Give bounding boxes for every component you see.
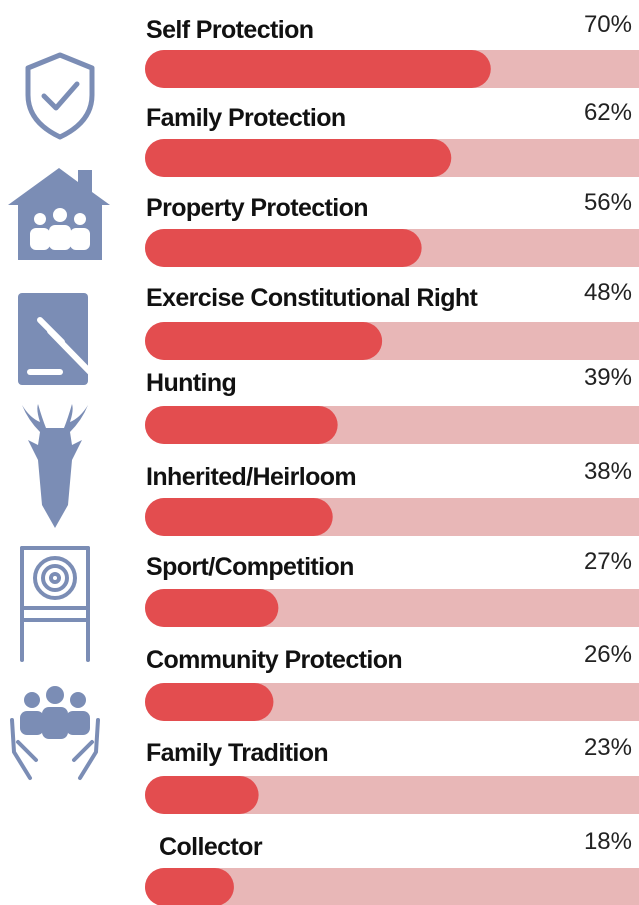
- bar: [145, 139, 452, 177]
- book-icon: [18, 293, 88, 385]
- value-label: 70%: [584, 11, 632, 38]
- category-label: Sport/Competition: [146, 553, 354, 581]
- value-label: 26%: [584, 641, 632, 668]
- icons: [8, 52, 110, 780]
- shield-icon: [25, 52, 95, 140]
- value-label: 39%: [584, 364, 632, 391]
- category-label: Community Protection: [146, 646, 402, 674]
- category-label: Self Protection: [146, 16, 313, 44]
- value-label: 23%: [584, 734, 632, 761]
- bar: [145, 683, 274, 721]
- bar: [145, 868, 234, 905]
- community-icon: [10, 686, 100, 780]
- category-label: Inherited/Heirloom: [146, 463, 356, 491]
- bar: [145, 589, 279, 627]
- value-label: 56%: [584, 189, 632, 216]
- value-label: 48%: [584, 279, 632, 306]
- value-label: 18%: [584, 828, 632, 855]
- bar: [145, 776, 259, 814]
- target-icon: [20, 546, 90, 662]
- check-icon: [41, 81, 80, 111]
- bar: [145, 50, 491, 88]
- value-label: 62%: [584, 99, 632, 126]
- bar: [145, 229, 422, 267]
- category-label: Collector: [159, 833, 263, 861]
- category-label: Hunting: [146, 369, 236, 397]
- value-label: 27%: [584, 548, 632, 575]
- gavel-icon: [27, 317, 93, 375]
- family-icon: [30, 208, 90, 250]
- deer-icon: [22, 404, 88, 528]
- bar-track: [145, 776, 639, 814]
- category-label: Family Protection: [146, 104, 346, 132]
- category-label: Family Tradition: [146, 739, 328, 767]
- category-label: Property Protection: [146, 194, 368, 222]
- bar: [145, 498, 333, 536]
- bar: [145, 406, 338, 444]
- category-label: Exercise Constitutional Right: [146, 284, 479, 312]
- value-label: 38%: [584, 458, 632, 485]
- bar-track: [145, 868, 639, 905]
- bar: [145, 322, 383, 360]
